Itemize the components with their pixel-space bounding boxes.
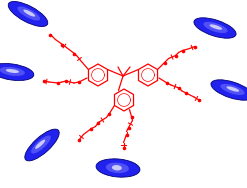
Ellipse shape — [211, 80, 247, 100]
Ellipse shape — [0, 67, 25, 76]
Ellipse shape — [31, 136, 51, 154]
Ellipse shape — [194, 18, 236, 38]
Ellipse shape — [226, 86, 239, 92]
Ellipse shape — [220, 84, 245, 95]
Ellipse shape — [203, 22, 227, 33]
Ellipse shape — [112, 165, 122, 171]
Ellipse shape — [8, 2, 48, 27]
Ellipse shape — [96, 159, 140, 177]
Ellipse shape — [209, 24, 222, 30]
Ellipse shape — [25, 129, 59, 161]
Ellipse shape — [0, 64, 34, 80]
Ellipse shape — [106, 163, 129, 173]
Ellipse shape — [6, 69, 19, 73]
Ellipse shape — [17, 7, 40, 20]
Ellipse shape — [35, 140, 45, 149]
Ellipse shape — [23, 10, 35, 17]
